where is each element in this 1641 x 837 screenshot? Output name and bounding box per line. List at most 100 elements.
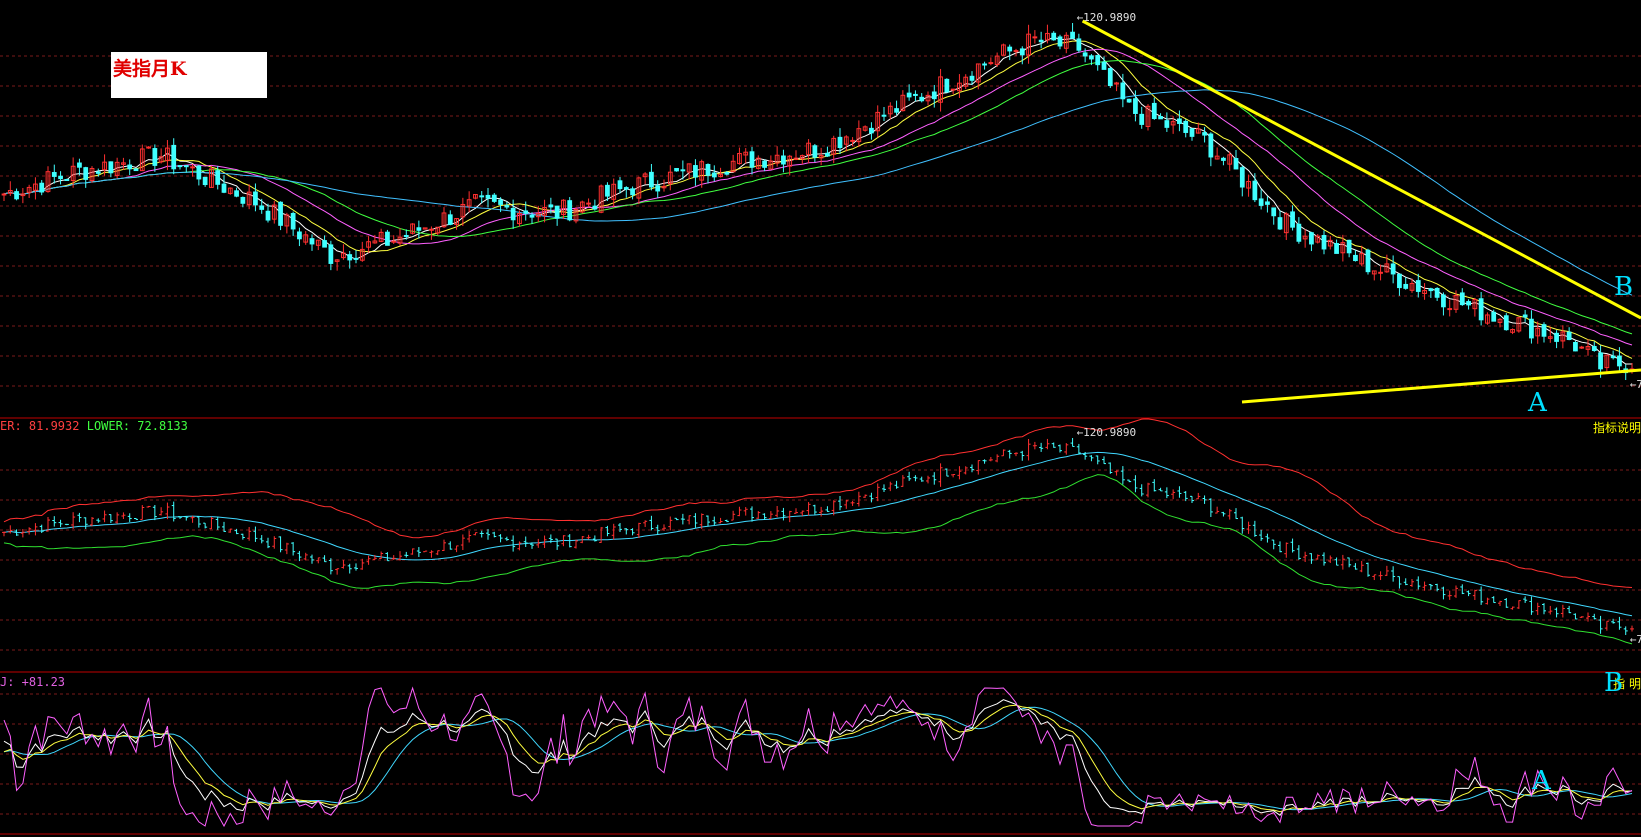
candle-body (1296, 223, 1302, 242)
candle-body (1177, 118, 1182, 124)
candle-body (1365, 249, 1371, 273)
candle-body (504, 205, 510, 208)
candle-body (139, 148, 145, 172)
candle-body (196, 165, 202, 180)
main-high-label: ←120.9890 (1077, 11, 1137, 24)
candle-body (1221, 157, 1226, 161)
candle-body (1560, 331, 1566, 342)
candle-body (227, 187, 233, 194)
candle-body (1246, 180, 1251, 189)
candle-body (605, 184, 610, 197)
candle-body (45, 171, 51, 193)
candle-body (240, 196, 246, 204)
candle-body (1378, 271, 1383, 274)
candle-body (485, 194, 491, 199)
candle-body (573, 208, 579, 222)
candle-body (165, 147, 170, 162)
kdj-lines (3, 686, 1633, 828)
candle-body (1089, 55, 1094, 60)
candle-body (554, 205, 560, 219)
candle-body (913, 93, 918, 96)
candle-body (1472, 298, 1478, 310)
boll-high-label: ←120.9890 (1077, 426, 1137, 439)
candle-body (611, 183, 617, 200)
candle-body (1340, 242, 1346, 254)
candle-body (988, 62, 994, 65)
candle-body (1038, 39, 1044, 43)
candle-body (1604, 354, 1610, 369)
candle-body (1290, 211, 1295, 228)
candle-body (1258, 198, 1264, 206)
annotation-main-b: B (1614, 272, 1634, 302)
candle-body (26, 186, 32, 193)
candle-body (686, 163, 692, 173)
candle-body (680, 169, 686, 172)
candle-body (1164, 120, 1170, 128)
candle-body (705, 163, 711, 176)
candle-body (1497, 318, 1503, 323)
candle-body (315, 239, 321, 246)
candle-body (718, 173, 723, 178)
candle-body (755, 157, 761, 169)
boll-low-label: ←70.6900 (1630, 633, 1641, 646)
candle-body (209, 168, 214, 188)
candle-body (938, 76, 943, 103)
candle-body (403, 234, 409, 237)
candle-body (963, 76, 969, 87)
candle-body (51, 172, 57, 177)
candle-body (1541, 324, 1547, 337)
candle-body (693, 165, 698, 178)
candle-body (1447, 308, 1453, 311)
candle-body (950, 88, 956, 91)
candle-body (171, 144, 177, 170)
candle-body (1302, 235, 1308, 240)
indicator-info-button[interactable]: 指标说明 (1592, 419, 1641, 436)
candle-body (711, 172, 717, 178)
candle-body (1007, 46, 1013, 52)
main-candles (1, 23, 1635, 380)
candle-body (1063, 34, 1069, 49)
candle-body (491, 194, 497, 202)
candle-body (969, 75, 975, 81)
candle-body (1139, 113, 1145, 125)
candle-body (856, 128, 862, 143)
candle-body (510, 207, 516, 221)
candle-body (636, 177, 642, 199)
candle-body (7, 189, 13, 194)
candle-body (1227, 154, 1233, 165)
ma30-line (3, 60, 1633, 335)
candle-body (127, 164, 133, 170)
candle-body (366, 241, 371, 248)
candle-body (322, 240, 327, 248)
candle-body (1076, 38, 1082, 51)
candle-body (177, 165, 183, 168)
candle-body (1529, 318, 1534, 339)
overlay: ←120.9890 ←70.6900 ←120.9890 ←70.6900 (1077, 11, 1641, 646)
candle-body (83, 167, 89, 180)
candle-body (190, 166, 195, 169)
candle-body (1466, 301, 1471, 306)
candle-body (1547, 336, 1553, 339)
candle-body (234, 190, 239, 197)
candle-body (843, 136, 849, 145)
annotation-kdj-b: B (1604, 668, 1624, 698)
trendline-lower (1241, 368, 1641, 404)
candle-body (1265, 201, 1270, 205)
boll-lower-line (3, 474, 1633, 645)
candle-body (1233, 158, 1239, 170)
candle-body (724, 172, 730, 175)
candle-body (1026, 33, 1031, 56)
candle-body (1591, 346, 1597, 351)
boll-upper-line (3, 418, 1633, 588)
indicator-info-button-2[interactable]: 指 明 (1613, 675, 1641, 692)
candle-body (749, 151, 755, 168)
annotation-kdj-a: A (1532, 766, 1551, 796)
candle-body (1032, 36, 1038, 39)
candle-body (768, 160, 774, 170)
candle-body (1170, 121, 1176, 126)
candle-body (271, 204, 277, 220)
candle-body (825, 152, 830, 157)
candle-body (957, 82, 962, 92)
candle-body (1353, 254, 1358, 262)
